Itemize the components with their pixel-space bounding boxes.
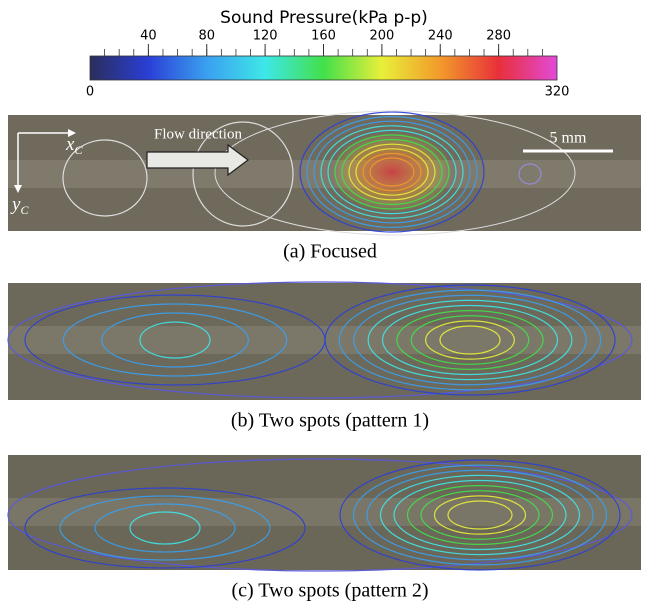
- tick-label: 120: [253, 29, 278, 44]
- flow-label: Flow direction: [154, 126, 242, 142]
- colorbar: [90, 56, 557, 80]
- tick-label: 240: [428, 29, 453, 44]
- caption: (b) Two spots (pattern 1): [231, 410, 429, 432]
- tick-label: 80: [198, 29, 215, 44]
- tick-label: 0: [86, 85, 94, 100]
- tick-label: 320: [545, 85, 570, 100]
- caption: (a) Focused: [283, 241, 377, 263]
- scale-label: 5 mm: [550, 130, 587, 147]
- channel: [8, 160, 641, 188]
- caption: (c) Two spots (pattern 2): [231, 580, 428, 602]
- colorbar-title: Sound Pressure(kPa p-p): [220, 8, 428, 28]
- tick-label: 160: [311, 29, 336, 44]
- tick-label: 280: [486, 29, 511, 44]
- figure: Sound Pressure(kPa p-p) 40 80 120 160 200 240…: [0, 0, 651, 607]
- page: {"colorbar": {"title": "Sound Pressure(k…: [0, 0, 651, 607]
- tick-label: 40: [140, 29, 157, 44]
- tick-label: 200: [369, 29, 394, 44]
